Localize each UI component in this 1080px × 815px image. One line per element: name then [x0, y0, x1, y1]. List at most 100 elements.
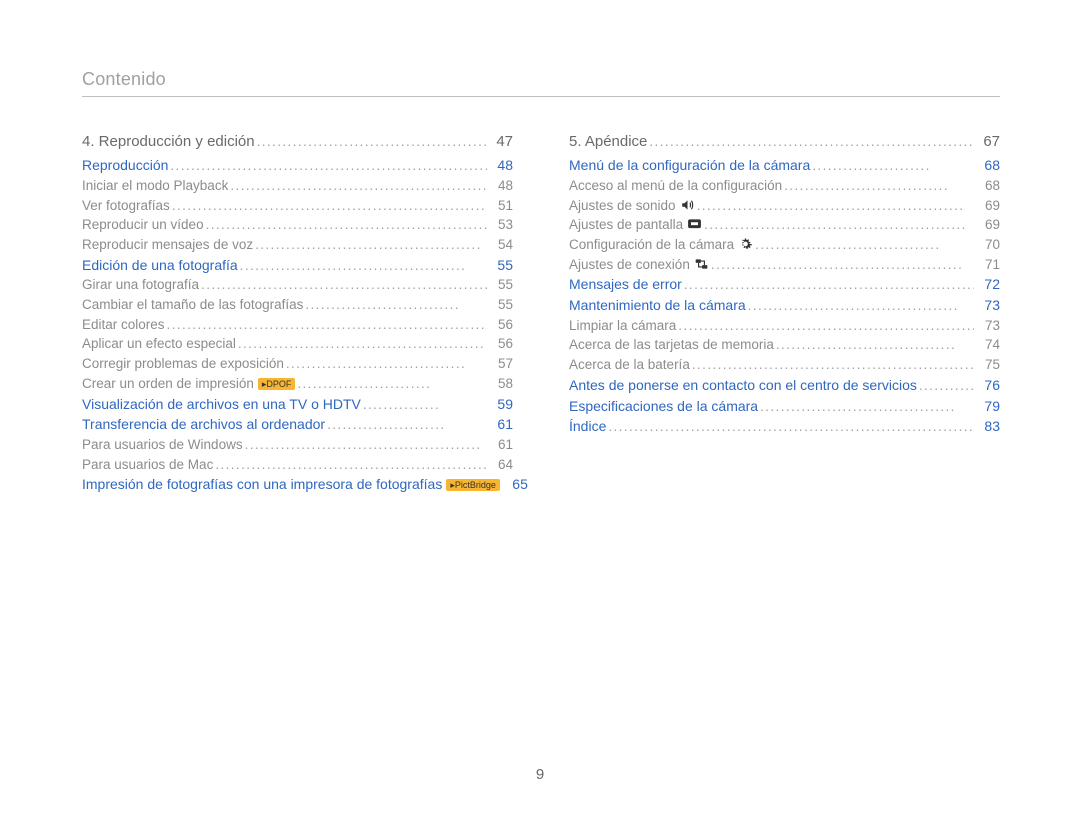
toc-leader: ................................... — [286, 354, 487, 374]
toc-page-number: 55 — [489, 275, 513, 295]
toc-page-number: 69 — [976, 215, 1000, 235]
toc-page-number: 48 — [489, 176, 513, 196]
toc-entry-sub: Iniciar el modo Playback................… — [82, 176, 513, 196]
toc-entry-section: Edición de una fotografía...............… — [82, 255, 513, 276]
toc-leader: .............................. — [305, 295, 487, 315]
toc-text: Aplicar un efecto especial — [82, 334, 236, 354]
toc-text: Corregir problemas de exposición — [82, 354, 284, 374]
toc-page-number: 59 — [489, 394, 513, 414]
toc-entry-sub: Para usuarios de Windows................… — [82, 435, 513, 455]
toc-leader: ............... — [363, 395, 487, 415]
toc-entry-sub: Limpiar la cámara.......................… — [569, 316, 1000, 336]
toc-page-number: 48 — [489, 155, 513, 175]
toc-page-number: 75 — [976, 355, 1000, 375]
toc-leader: .................................... — [755, 235, 974, 255]
toc-text: Visualización de archivos en una TV o HD… — [82, 394, 361, 414]
toc-page-number: 55 — [489, 295, 513, 315]
toc-text: Impresión de fotografías con una impreso… — [82, 474, 500, 494]
toc-page-number: 55 — [489, 255, 513, 275]
toc-page-number: 61 — [489, 414, 513, 434]
toc-page-number: 67 — [976, 131, 1000, 153]
toc-page-number: 69 — [976, 196, 1000, 216]
toc-page-number: 58 — [489, 374, 513, 394]
toc-page-number: 61 — [489, 435, 513, 455]
toc-text: 4. Reproducción y edición — [82, 131, 255, 153]
toc-leader: ........................................… — [255, 235, 487, 255]
toc-text: Antes de ponerse en contacto con el cent… — [569, 375, 917, 395]
toc-leader: ........................................… — [919, 376, 974, 396]
toc-text: Acceso al menú de la configuración — [569, 176, 782, 196]
toc-text: Ver fotografías — [82, 196, 170, 216]
toc-leader: ........................................… — [230, 176, 487, 196]
toc-entry-sub: Reproducir un vídeo.....................… — [82, 215, 513, 235]
toc-entry-sub: Crear un orden de impresión▸DPOF........… — [82, 374, 513, 394]
toc-entry-sub: Ajustes de pantalla.....................… — [569, 215, 1000, 235]
pict-badge: ▸PictBridge — [446, 479, 500, 491]
toc-leader: ....................... — [327, 415, 487, 435]
toc-entry-chapter: 5. Apéndice.............................… — [569, 131, 1000, 153]
toc-entry-section: Menú de la configuración de la cámara...… — [569, 155, 1000, 176]
toc-page-number: 57 — [489, 354, 513, 374]
toc-page-number: 79 — [976, 396, 1000, 416]
toc-page-number: 51 — [489, 196, 513, 216]
toc-column-left: 4. Reproducción y edición...............… — [82, 131, 513, 495]
toc-text: Acerca de las tarjetas de memoria — [569, 335, 774, 355]
toc-page-number: 56 — [489, 334, 513, 354]
toc-text: Acerca de la batería — [569, 355, 690, 375]
toc-entry-sub: Ver fotografías.........................… — [82, 196, 513, 216]
toc-entry-sub: Cambiar el tamaño de las fotografías....… — [82, 295, 513, 315]
gear-icon — [738, 237, 753, 251]
toc-page-number: 68 — [976, 176, 1000, 196]
toc-text: Especificaciones de la cámara — [569, 396, 758, 416]
toc-page-number: 47 — [489, 131, 513, 153]
toc-text: Iniciar el modo Playback — [82, 176, 228, 196]
toc-leader: ........................................… — [215, 455, 487, 475]
toc-page-number: 73 — [976, 295, 1000, 315]
toc-page-number: 70 — [976, 235, 1000, 255]
toc-text: Menú de la configuración de la cámara — [569, 155, 810, 175]
toc-text: Editar colores — [82, 315, 165, 335]
footer-page-number: 9 — [0, 766, 1080, 783]
toc-entry-section: Especificaciones de la cámara...........… — [569, 396, 1000, 417]
toc-text: Cambiar el tamaño de las fotografías — [82, 295, 303, 315]
toc-page-number: 83 — [976, 416, 1000, 436]
toc-leader: ....................... — [812, 156, 974, 176]
toc-text: Para usuarios de Windows — [82, 435, 243, 455]
toc-entry-sub: Aplicar un efecto especial..............… — [82, 334, 513, 354]
toc-text: Para usuarios de Mac — [82, 455, 213, 475]
sound-icon — [680, 198, 695, 212]
toc-entry-sub: Configuración de la cámara..............… — [569, 235, 1000, 255]
toc-leader: ........................................… — [608, 417, 974, 437]
header-rule — [82, 96, 1000, 97]
toc-page-number: 74 — [976, 335, 1000, 355]
toc-text: Reproducir mensajes de voz — [82, 235, 253, 255]
toc-text: Ajustes de pantalla — [569, 215, 702, 235]
toc-leader: ........................................… — [684, 275, 974, 295]
toc-text: Girar una fotografía — [82, 275, 199, 295]
toc-entry-sub: Editar colores..........................… — [82, 315, 513, 335]
toc-entry-sub: Reproducir mensajes de voz..............… — [82, 235, 513, 255]
header-title: Contenido — [82, 66, 1000, 92]
toc-entry-sub: Acerca de la batería....................… — [569, 355, 1000, 375]
toc-entry-section: Mensajes de error.......................… — [569, 274, 1000, 295]
toc-page-number: 68 — [976, 155, 1000, 175]
toc-text: Edición de una fotografía — [82, 255, 238, 275]
toc-leader: ........................................… — [240, 256, 487, 276]
toc-leader: ........................................… — [704, 215, 974, 235]
toc-leader: .......................... — [297, 374, 487, 394]
toc-columns: 4. Reproducción y edición...............… — [82, 131, 1000, 495]
toc-leader: ........................................… — [238, 334, 487, 354]
toc-entry-sub: Ajustes de sonido.......................… — [569, 196, 1000, 216]
toc-leader: ........................................… — [257, 132, 487, 152]
toc-entry-sub: Para usuarios de Mac....................… — [82, 455, 513, 475]
toc-page-number: 73 — [976, 316, 1000, 336]
toc-entry-section: Índice..................................… — [569, 416, 1000, 437]
toc-entry-sub: Girar una fotografía....................… — [82, 275, 513, 295]
toc-leader: ........................................… — [206, 215, 487, 235]
toc-page-number: 54 — [489, 235, 513, 255]
toc-text: Transferencia de archivos al ordenador — [82, 414, 325, 434]
toc-page-number: 76 — [976, 375, 1000, 395]
toc-leader: ........................................… — [692, 355, 974, 375]
toc-entry-section: Impresión de fotografías con una impreso… — [82, 474, 513, 495]
toc-text: Índice — [569, 416, 606, 436]
